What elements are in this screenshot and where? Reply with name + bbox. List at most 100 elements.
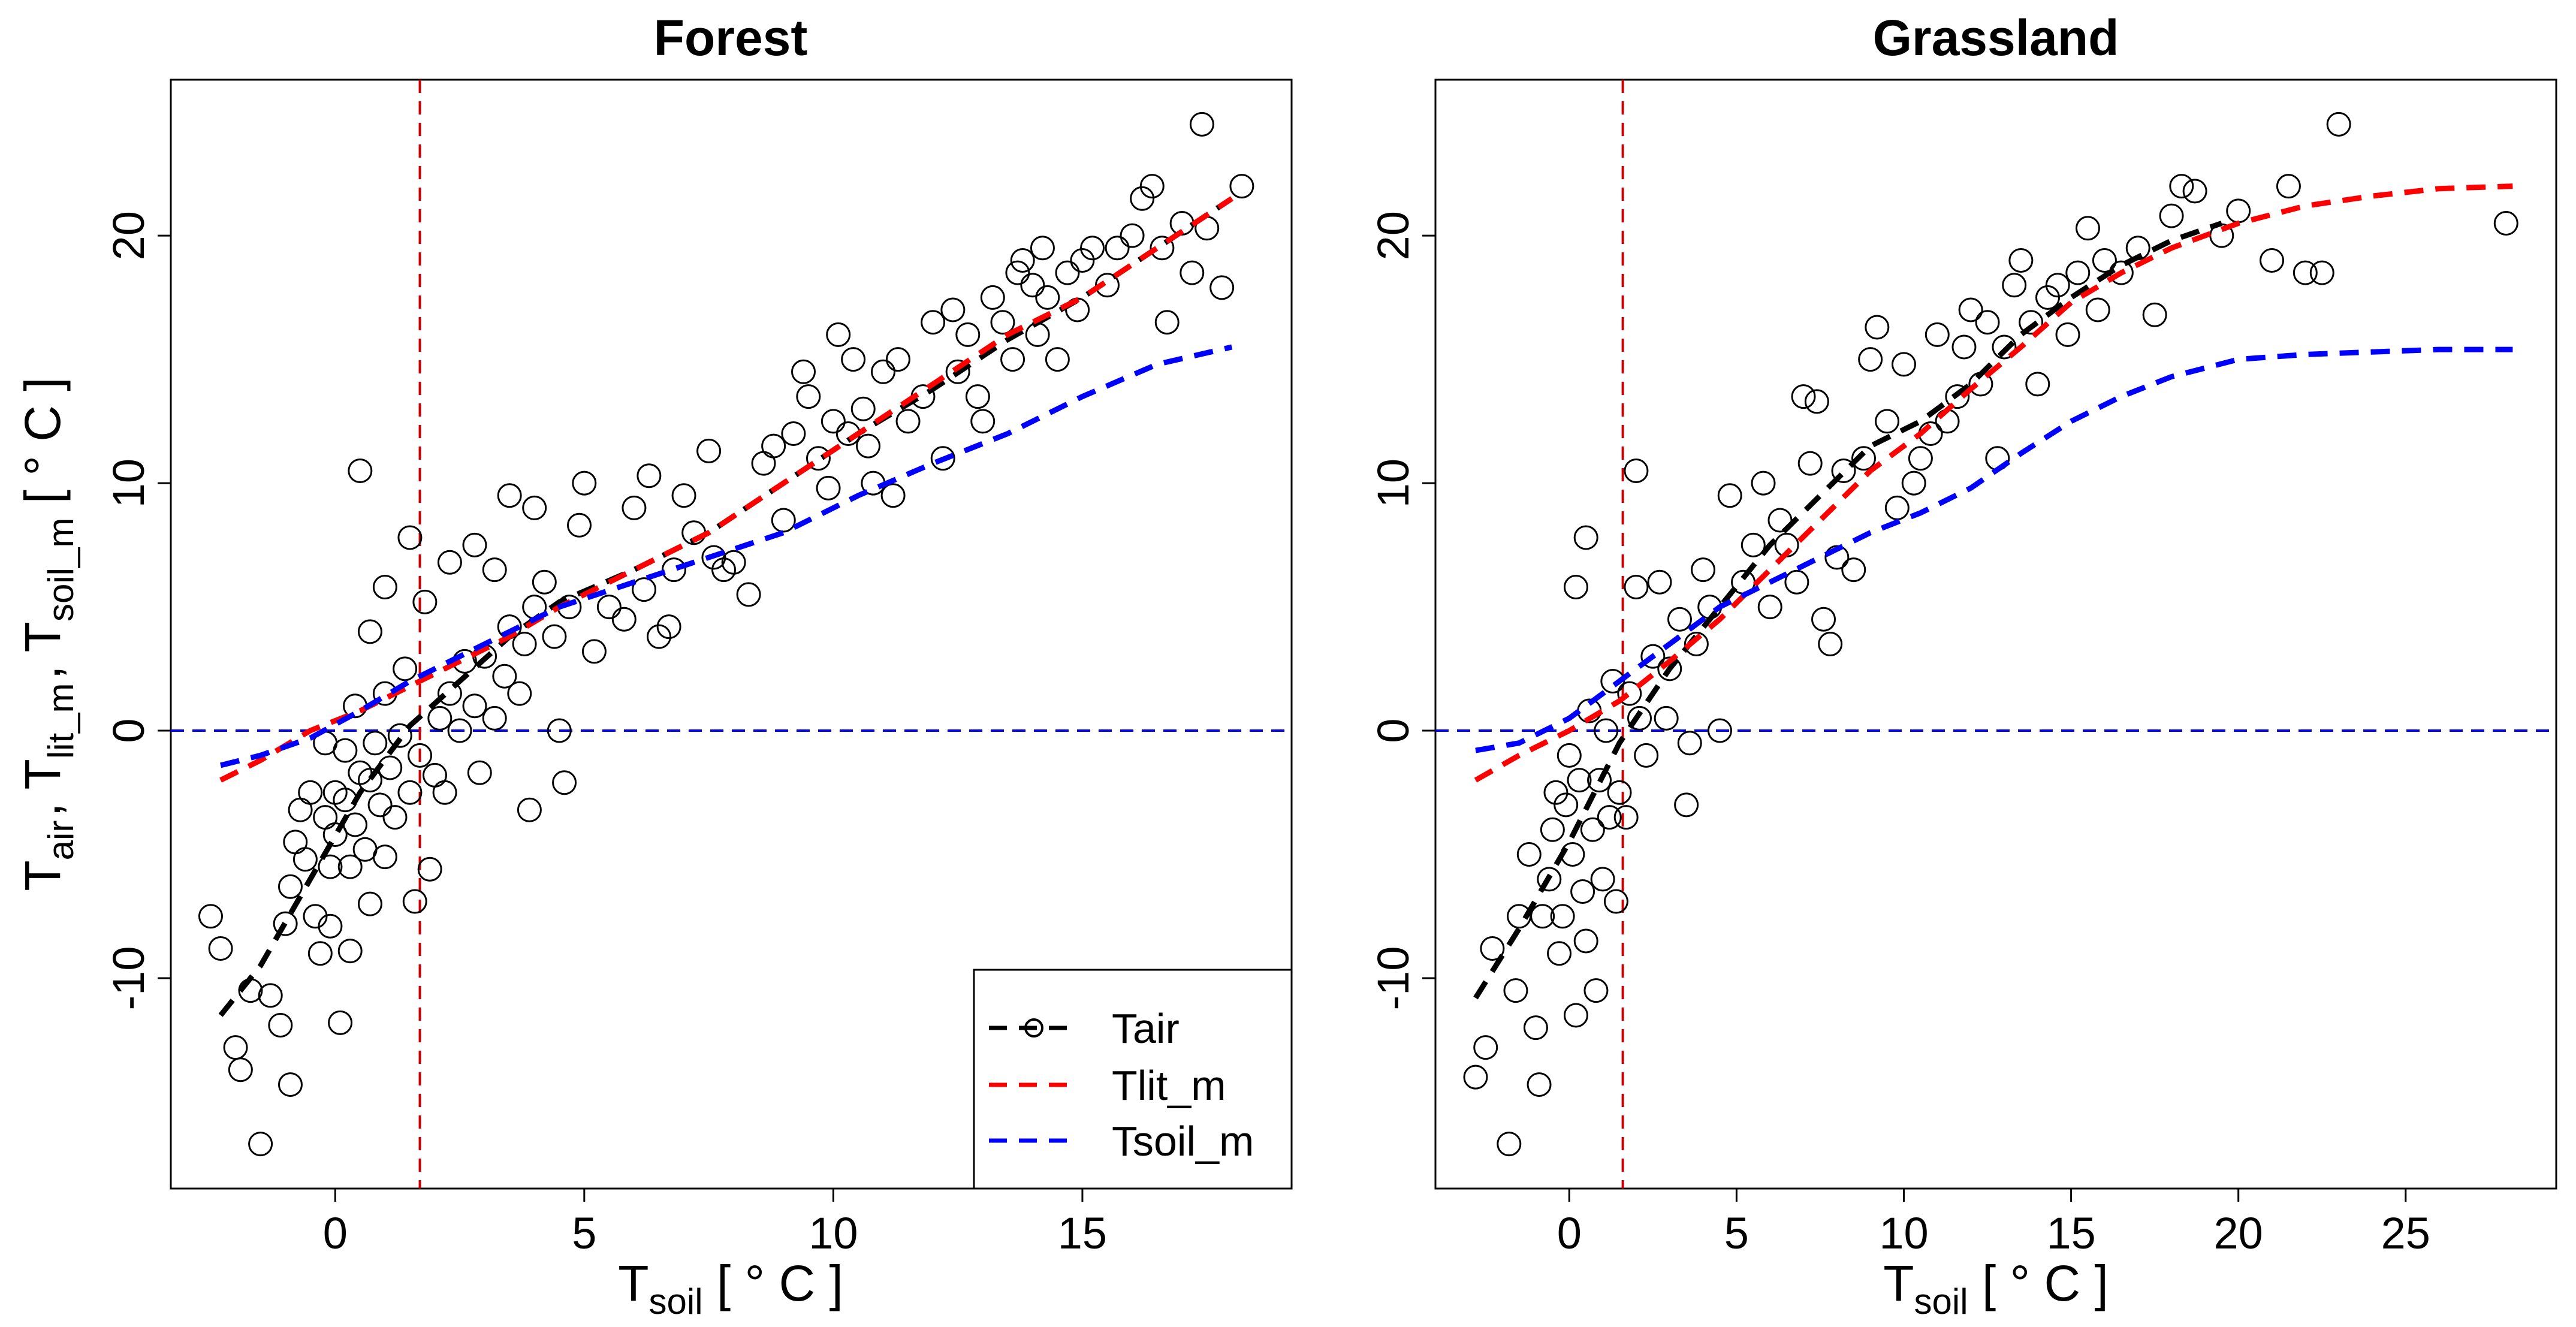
forest-tair-point	[856, 433, 881, 459]
grassland-tair-point	[1573, 525, 1598, 550]
grassland-tlit-m-fit-line	[1474, 183, 2513, 783]
forest-tair-point	[1180, 260, 1205, 285]
grassland-x-tick-label: 20	[2214, 1208, 2263, 1258]
forest-tair-point	[283, 830, 308, 855]
forest-tair-point	[1070, 248, 1095, 273]
forest-tair-point	[228, 1057, 253, 1082]
forest-tair-point	[437, 681, 462, 706]
forest-tair-point	[333, 738, 358, 763]
forest-tair-point	[816, 475, 841, 500]
grassland-panel-title: Grassland	[1873, 10, 2119, 66]
grassland-y-tick-label: 10	[1368, 459, 1418, 508]
forest-x-tick-label: 0	[323, 1208, 348, 1258]
legend-tair-marker	[1024, 1018, 1043, 1038]
grassland-tair-point	[1841, 557, 1866, 583]
forest-tair-point	[1035, 285, 1060, 310]
forest-tair-point	[337, 854, 363, 879]
forest-tair-point	[467, 760, 492, 785]
forest-tair-point	[637, 463, 662, 488]
grassland-tair-point	[1958, 297, 1983, 322]
forest-plot-frame	[170, 79, 1293, 1190]
forest-tair-point	[1150, 236, 1175, 261]
forest-tair-point	[552, 770, 577, 795]
grassland-tair-point	[2025, 372, 2050, 397]
grassland-tair-point	[1657, 656, 1682, 681]
forest-tair-point	[298, 780, 323, 805]
forest-tair-point	[273, 911, 298, 936]
grassland-tair-point	[1600, 668, 1625, 693]
forest-tair-point	[512, 632, 537, 657]
grassland-tair-point	[1875, 409, 1900, 434]
forest-x-tick-label: 15	[1058, 1208, 1107, 1258]
forest-tair-point	[348, 458, 373, 483]
grassland-tair-point	[2085, 297, 2110, 322]
forest-tair-point	[397, 525, 423, 550]
forest-y-tick-label: 0	[104, 718, 153, 743]
grassland-x-axis: 0 5 10 15 20 25	[1557, 1189, 2430, 1258]
forest-tair-point	[841, 347, 866, 372]
grassland-tair-point	[1784, 569, 1809, 595]
grassland-tair-point	[1567, 768, 1592, 793]
forest-tair-point	[572, 471, 597, 496]
forest-tair-point	[547, 718, 572, 743]
forest-tair-point	[751, 451, 776, 476]
grassland-tair-point	[1891, 352, 1916, 377]
forest-tair-point	[611, 607, 637, 632]
grassland-tair-point	[1590, 867, 1615, 892]
grassland-tair-point	[1797, 451, 1823, 476]
grassland-tair-point	[1757, 595, 1782, 620]
grassland-tair-point	[1925, 322, 1950, 347]
grassland-tair-point	[1613, 805, 1639, 830]
legend-box	[973, 969, 1293, 1190]
forest-tair-point	[761, 433, 786, 459]
grassland-tair-point	[1831, 458, 1856, 483]
grassland-tair-point	[1684, 632, 1709, 657]
forest-tair-point	[372, 575, 397, 600]
forest-tair-point	[397, 780, 423, 805]
grassland-tair-point	[1851, 446, 1877, 471]
forest-x-tick-label: 5	[572, 1208, 596, 1258]
forest-panel-title: Forest	[654, 10, 808, 66]
grassland-tair-point	[1901, 471, 1926, 496]
grassland-tair-point	[1992, 334, 2017, 360]
grassland-tair-point	[1640, 644, 1666, 669]
forest-tair-point	[885, 347, 910, 372]
grassland-tair-point	[1597, 805, 1622, 830]
forest-y-tick-label: 10	[104, 459, 153, 508]
forest-tsoil-m-fit-line	[220, 344, 1233, 768]
grassland-tair-point	[1751, 471, 1776, 496]
forest-tair-point	[307, 941, 333, 966]
forest-tair-point	[402, 889, 427, 914]
forest-y-tick-label: -10	[104, 946, 153, 1011]
forest-tair-point	[462, 532, 487, 557]
grassland-tair-point	[1594, 718, 1619, 743]
forest-tair-point	[661, 557, 686, 583]
forest-tair-point	[223, 1035, 248, 1060]
grassland-tair-point	[1945, 384, 1970, 409]
grassland-tair-point	[1691, 557, 1716, 583]
forest-tair-point	[348, 760, 373, 785]
grassland-tair-point	[1908, 446, 1933, 471]
forest-tair-point	[427, 705, 453, 731]
grassland-tair-point	[1634, 743, 1659, 768]
grassland-tair-point	[2276, 174, 2301, 199]
forest-tair-point	[437, 550, 462, 575]
grassland-tair-point	[1570, 879, 1595, 904]
forest-tair-point	[507, 681, 532, 706]
forest-tair-point	[1094, 273, 1120, 298]
legend-tsoil-label: Tsoil_m	[1112, 1118, 1254, 1165]
grassland-tair-point	[1858, 347, 1883, 372]
grassland-tair-point	[1647, 569, 1672, 595]
forest-tair-point	[1080, 236, 1105, 261]
grassland-tair-point	[1497, 1132, 1522, 1157]
forest-tair-point	[955, 322, 981, 347]
grassland-tair-point	[2008, 248, 2034, 273]
forest-tair-point	[318, 854, 343, 879]
forest-tair-point	[522, 495, 547, 520]
grassland-tair-point	[1557, 743, 1582, 768]
grassland-tsoil-m-fit-line	[1475, 346, 2513, 753]
forest-tair-point	[248, 1132, 273, 1157]
grassland-tair-point	[2260, 248, 2285, 273]
grassland-tair-point	[1473, 1035, 1498, 1060]
grassland-tair-point	[2159, 203, 2184, 228]
